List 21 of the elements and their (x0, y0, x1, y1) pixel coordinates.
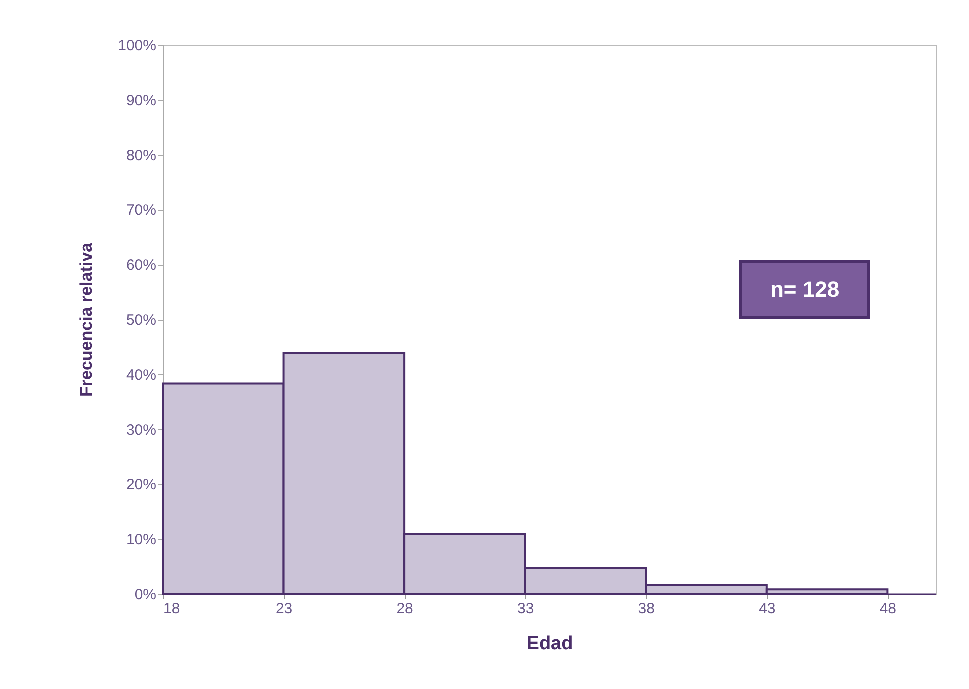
x-tick-label: 33 (518, 600, 534, 618)
y-axis-title: Frecuencia relativa (77, 242, 96, 398)
x-tick-label: 43 (759, 600, 776, 618)
y-tick-label: 30% (126, 422, 156, 439)
y-tick-label: 20% (126, 476, 156, 494)
y-tick-label: 40% (126, 366, 156, 384)
x-tick-label: 28 (396, 600, 414, 618)
y-tick-label: 10% (126, 532, 156, 549)
annotation: n= 128 (770, 277, 840, 302)
y-tick-label: 50% (126, 312, 156, 329)
x-tick-label: 48 (880, 600, 897, 618)
y-tick-label: 0% (134, 586, 156, 604)
y-tick-label: 60% (126, 257, 156, 274)
x-axis-title: Edad (526, 634, 574, 654)
x-tick-label: 38 (638, 600, 655, 618)
y-tick-label: 70% (126, 202, 156, 220)
y-tick-label: 100% (118, 38, 156, 54)
x-tick-label: 18 (164, 600, 180, 618)
y-tick-label: 90% (126, 92, 156, 110)
y-tick-label: 80% (126, 147, 156, 164)
x-tick-label: 23 (276, 600, 293, 618)
